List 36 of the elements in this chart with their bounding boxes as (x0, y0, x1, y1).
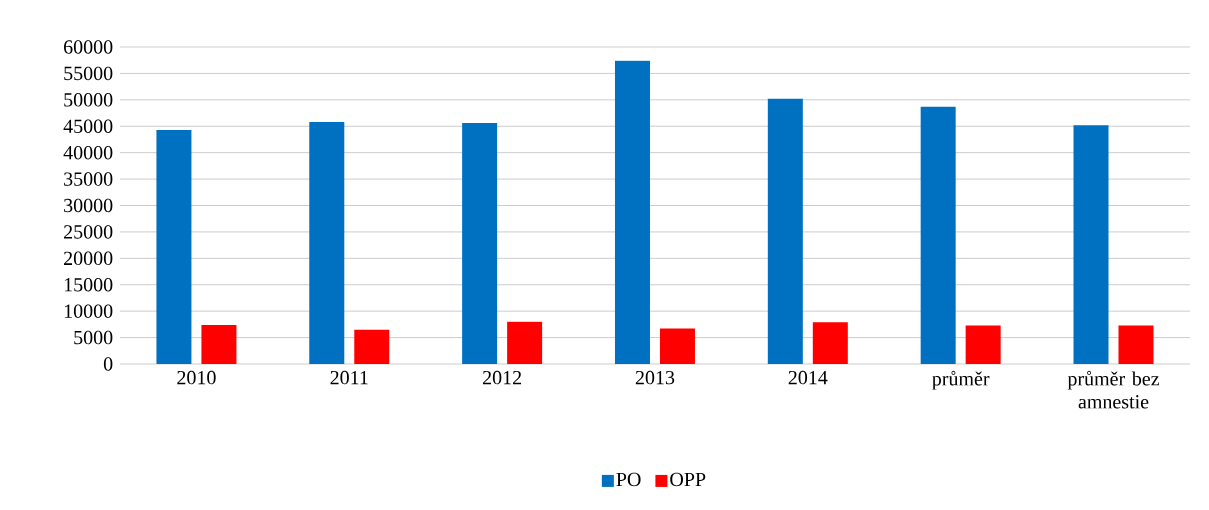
y-tick-label: 45000 (63, 119, 113, 133)
bar (659, 328, 695, 364)
x-tick-label: 2013 (635, 370, 675, 385)
bar (1073, 125, 1109, 364)
bar (309, 122, 345, 364)
bar (767, 98, 803, 364)
y-tick-label: 25000 (64, 225, 113, 239)
bar (812, 322, 848, 364)
x-tick-label: průměr bez amnestie (1067, 370, 1160, 409)
bar (462, 123, 498, 364)
y-tick-label: 60000 (64, 40, 113, 54)
legend-label: PO (616, 472, 641, 487)
x-tick-label: 2011 (330, 370, 368, 385)
x-tick-label: 2010 (177, 370, 216, 385)
x-tick-label: 2014 (788, 370, 828, 385)
bar (201, 324, 237, 364)
bar (1118, 325, 1154, 364)
y-tick-label: 0 (103, 357, 113, 371)
y-tick-label: 15000 (64, 277, 113, 292)
y-tick-label: 50000 (64, 93, 113, 107)
bar (920, 106, 956, 364)
y-tick-label: 20000 (64, 251, 113, 266)
bar (156, 129, 192, 364)
bar (965, 325, 1001, 364)
y-tick-label: 10000 (64, 304, 113, 318)
bar (354, 329, 390, 364)
y-tick-label: 40000 (63, 145, 113, 160)
x-tick-label: průměr (932, 370, 990, 390)
y-tick-label: 55000 (64, 66, 113, 81)
legend-label: OPP (670, 472, 706, 487)
y-tick-label: 35000 (64, 172, 113, 186)
x-tick-label: 2012 (483, 370, 522, 385)
y-tick-label: 30000 (64, 198, 113, 213)
y-tick-label: 5000 (74, 330, 113, 345)
bar (614, 60, 650, 364)
bar (507, 321, 543, 364)
